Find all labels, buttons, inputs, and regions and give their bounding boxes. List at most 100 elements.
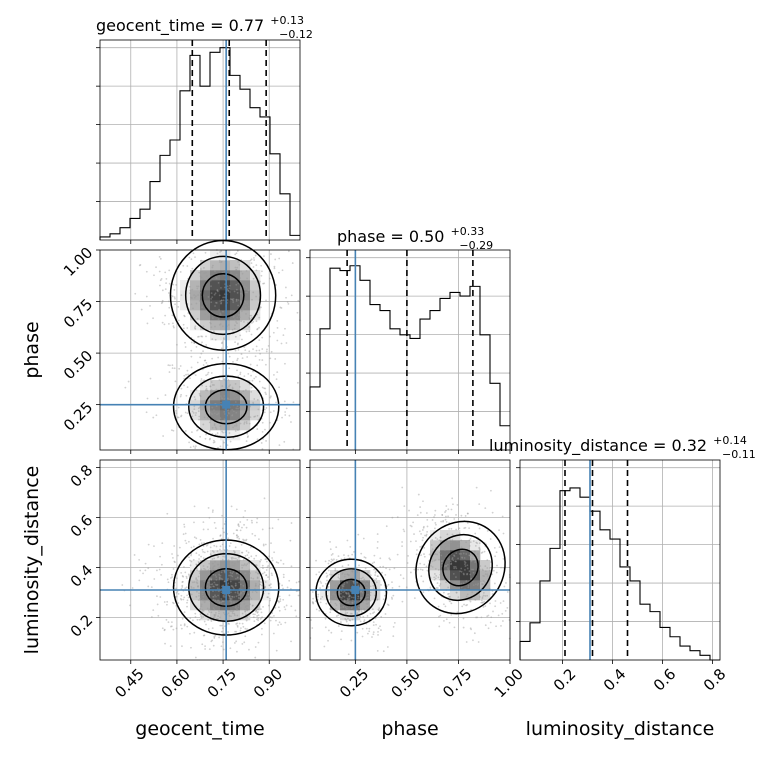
sample-point bbox=[444, 545, 447, 548]
sample-point bbox=[402, 528, 405, 531]
sample-point bbox=[213, 585, 215, 588]
sample-point bbox=[358, 604, 361, 607]
sample-point bbox=[202, 545, 205, 547]
sample-point bbox=[481, 583, 484, 585]
sample-point bbox=[196, 429, 198, 432]
sample-point bbox=[213, 635, 216, 638]
sample-point bbox=[420, 554, 422, 557]
sample-point bbox=[241, 551, 244, 554]
density-cell bbox=[210, 320, 221, 331]
sample-point bbox=[275, 649, 278, 652]
sample-point bbox=[482, 574, 485, 577]
sample-point bbox=[249, 405, 252, 408]
sample-point bbox=[426, 530, 429, 533]
sample-point bbox=[458, 532, 461, 535]
sample-point bbox=[455, 576, 457, 578]
sample-point bbox=[471, 591, 474, 594]
sample-point bbox=[213, 616, 216, 618]
sample-point bbox=[398, 585, 401, 588]
sample-point bbox=[172, 568, 175, 570]
sample-point bbox=[211, 627, 214, 630]
sample-point bbox=[246, 291, 249, 294]
sample-point bbox=[433, 576, 436, 579]
sample-point bbox=[348, 573, 350, 576]
sample-point bbox=[226, 285, 229, 288]
sample-point bbox=[480, 552, 483, 554]
sample-point bbox=[409, 540, 412, 543]
sample-point bbox=[239, 571, 242, 573]
sample-point bbox=[448, 574, 450, 577]
sample-point bbox=[236, 590, 239, 593]
sample-point bbox=[145, 270, 148, 273]
sample-point bbox=[227, 559, 230, 561]
sample-point bbox=[206, 416, 209, 419]
sample-point bbox=[330, 579, 333, 582]
sample-point bbox=[278, 257, 281, 260]
sample-point bbox=[268, 584, 271, 587]
sample-point bbox=[219, 251, 221, 253]
density-cell bbox=[210, 610, 221, 621]
sample-point bbox=[243, 602, 246, 605]
sample-point bbox=[231, 328, 234, 331]
density-cell bbox=[360, 570, 371, 581]
density-cell bbox=[230, 590, 241, 601]
sample-point bbox=[158, 568, 161, 571]
sample-point bbox=[210, 298, 213, 300]
sample-point bbox=[343, 590, 346, 593]
sample-point bbox=[212, 509, 214, 512]
sample-point bbox=[339, 596, 342, 599]
sample-point bbox=[261, 430, 264, 433]
sample-point bbox=[249, 416, 252, 418]
sample-point bbox=[444, 511, 446, 513]
sample-point bbox=[190, 585, 193, 588]
sample-point bbox=[435, 523, 437, 526]
sample-point bbox=[430, 565, 432, 567]
sample-point bbox=[231, 556, 234, 559]
sample-point bbox=[184, 587, 187, 590]
density-cell bbox=[220, 310, 231, 321]
sample-point bbox=[388, 568, 391, 571]
sample-point bbox=[348, 594, 351, 597]
sample-point bbox=[200, 575, 203, 578]
sample-point bbox=[256, 414, 259, 417]
sample-point bbox=[460, 570, 463, 573]
sample-point bbox=[343, 575, 346, 578]
density-cell bbox=[210, 580, 221, 591]
sample-point bbox=[289, 539, 292, 542]
sample-point bbox=[399, 574, 402, 576]
sample-point bbox=[468, 554, 471, 557]
sample-point bbox=[214, 594, 216, 597]
sample-point bbox=[276, 371, 279, 374]
sample-point bbox=[265, 574, 268, 577]
sample-point bbox=[329, 541, 331, 543]
density-cell bbox=[250, 290, 261, 301]
density-cell bbox=[230, 410, 241, 421]
sample-point bbox=[482, 594, 485, 597]
sample-point bbox=[211, 558, 214, 560]
sample-point bbox=[294, 609, 297, 612]
sample-point bbox=[176, 416, 179, 419]
sample-point bbox=[329, 608, 331, 610]
sample-point bbox=[476, 584, 479, 586]
sample-point bbox=[449, 560, 452, 563]
sample-point bbox=[347, 564, 350, 566]
sample-point bbox=[158, 256, 161, 258]
sample-point bbox=[229, 597, 232, 600]
sample-point bbox=[320, 582, 323, 584]
sample-point bbox=[437, 605, 440, 608]
sample-point bbox=[261, 564, 264, 567]
sample-point bbox=[434, 553, 437, 555]
sample-point bbox=[217, 599, 219, 602]
sample-point bbox=[246, 554, 249, 557]
sample-point bbox=[425, 512, 428, 514]
sample-point bbox=[401, 486, 404, 489]
xlabel-phase: phase bbox=[381, 718, 438, 740]
sample-point bbox=[340, 638, 342, 641]
density-cell bbox=[210, 590, 221, 601]
sample-point bbox=[264, 391, 267, 394]
sample-point bbox=[234, 335, 237, 338]
sample-point bbox=[260, 264, 263, 267]
sample-point bbox=[208, 562, 211, 565]
sample-point bbox=[339, 602, 342, 605]
